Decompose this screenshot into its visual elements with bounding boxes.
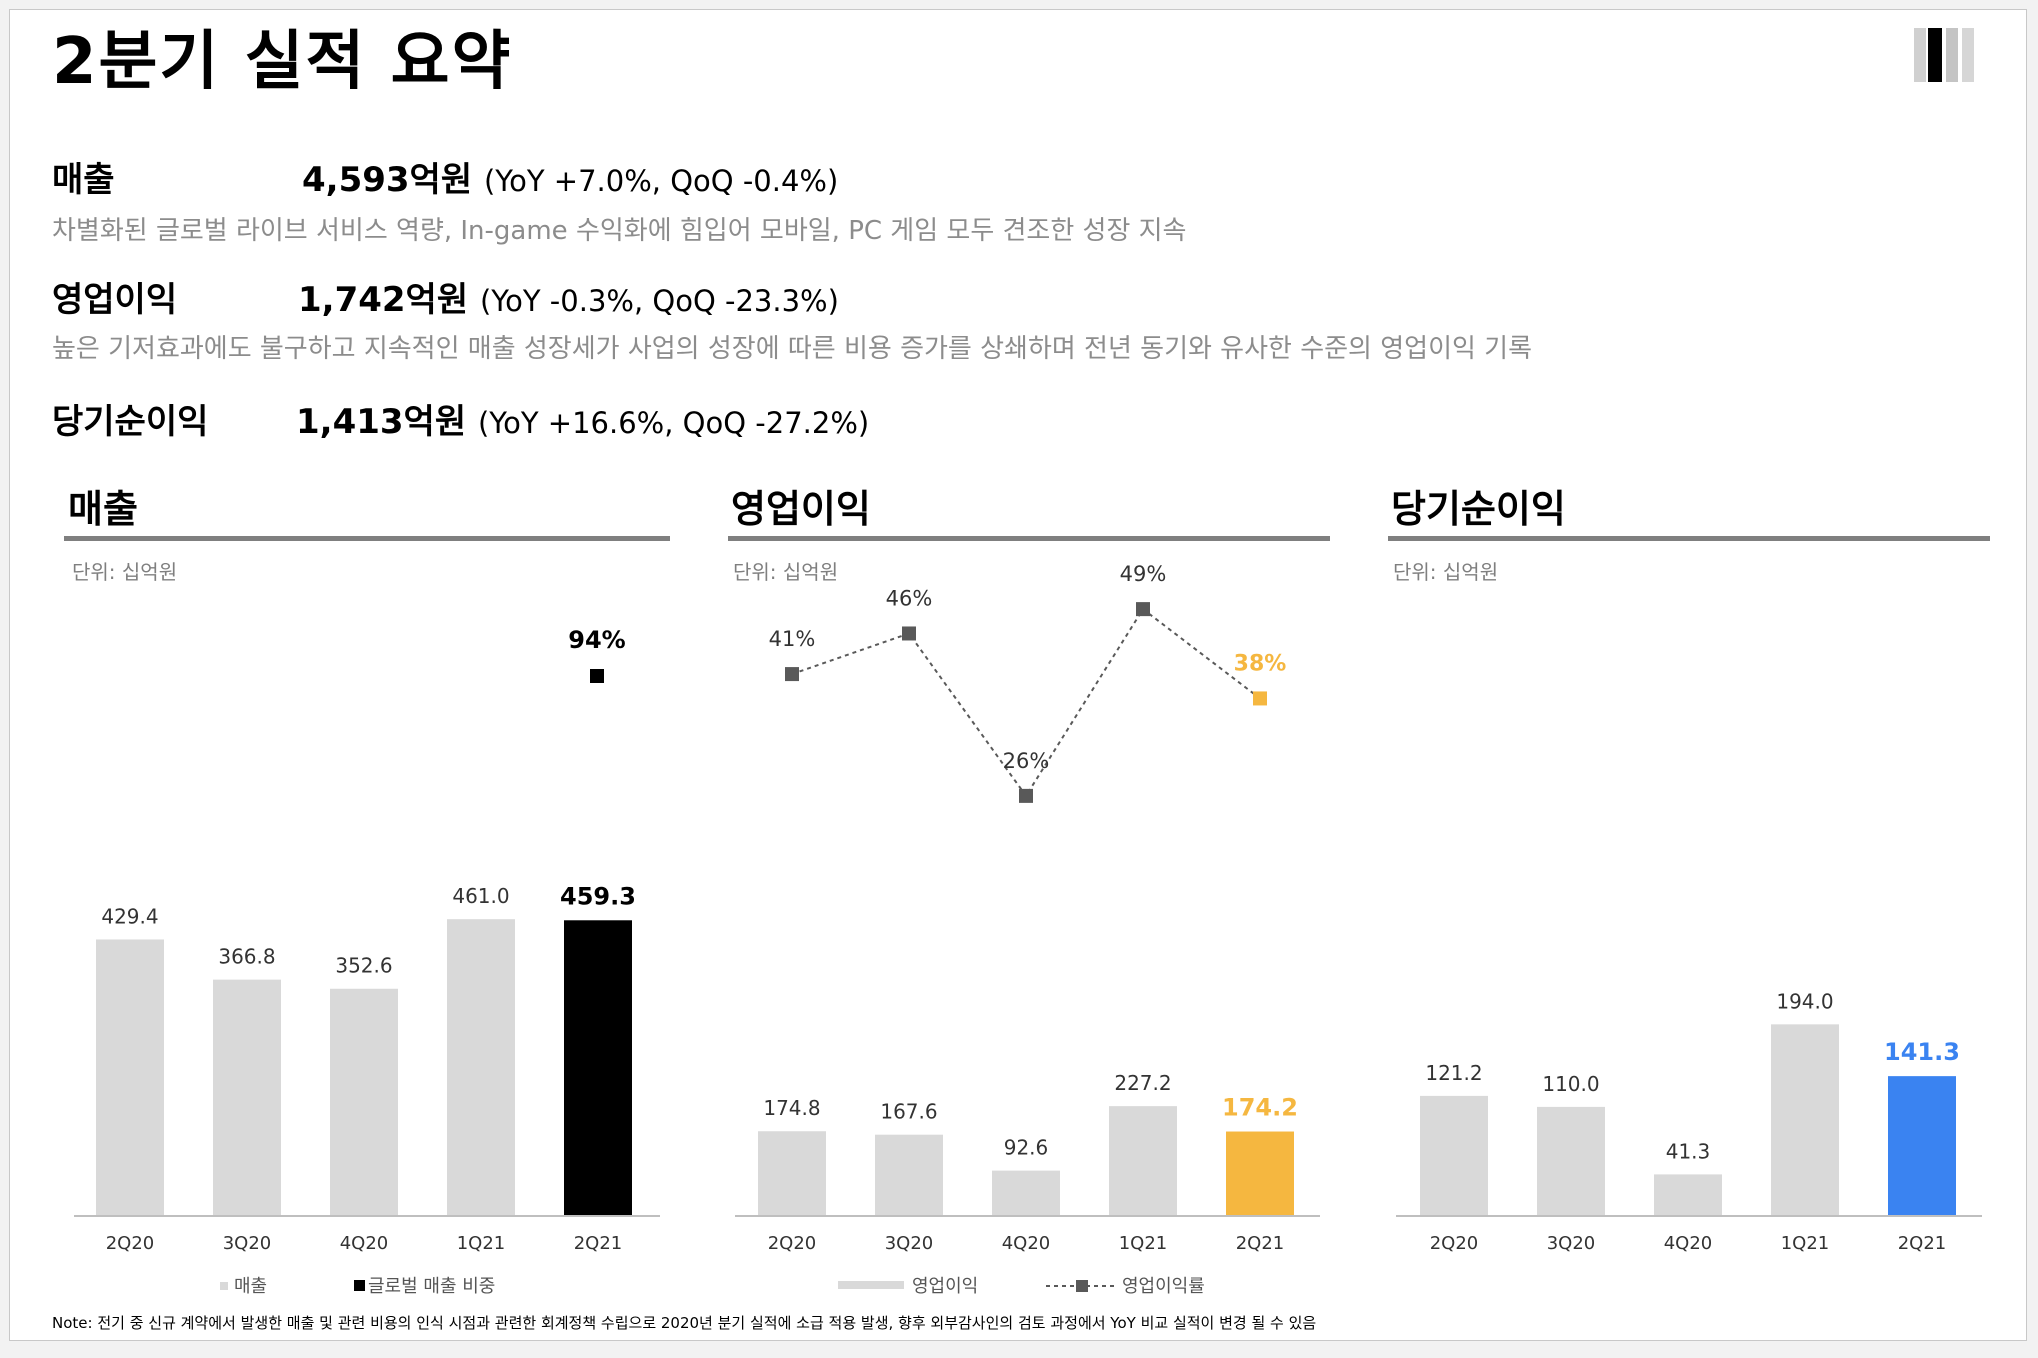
bar-2q21 [1226,1131,1294,1215]
summary-desc: 차별화된 글로벌 라이브 서비스 역량, In-game 수익화에 힘입어 모바… [52,216,1187,246]
tick-label: 2Q21 [574,1233,623,1254]
data-label: 92.6 [1004,1136,1049,1160]
panel-rule [728,536,1330,541]
tick-label: 2Q20 [1430,1233,1479,1254]
summary-change: (YoY +7.0%, QoQ -0.4%) [483,164,839,198]
legend-label: 영업이익 [912,1276,978,1297]
bar-2q20 [1420,1095,1488,1215]
data-label: 461.0 [452,884,509,908]
unit-label: 단위: 십억원 [733,560,839,584]
tick-label: 2Q20 [768,1233,817,1254]
data-label: 227.2 [1114,1071,1171,1095]
bar-1q21 [447,919,515,1215]
tick-label: 1Q21 [1781,1233,1830,1254]
page-title: 2분기 실적 요약 [52,25,513,99]
summary-label: 영업이익 [52,280,178,320]
bar-2q21 [564,920,632,1215]
legend-label: 매출 [234,1276,267,1297]
margin-label: 41% [769,627,816,651]
panel-title-operating-profit: 영업이익 [731,487,871,531]
tick-label: 3Q20 [1547,1233,1596,1254]
margin-marker [1253,691,1267,706]
data-label: 459.3 [560,882,636,910]
data-label: 429.4 [101,904,158,928]
legend-swatch-revenue [220,1282,228,1290]
data-label: 194.0 [1776,989,1833,1013]
global-ratio-label: 94% [568,626,625,654]
tick-label: 1Q21 [1119,1233,1168,1254]
margin-marker [1019,788,1033,803]
unit-label: 단위: 십억원 [72,560,178,584]
data-label: 110.0 [1542,1072,1599,1096]
margin-label: 26% [1003,749,1050,773]
bar-4q20 [1654,1174,1722,1215]
panel-rule [64,536,670,541]
data-label: 41.3 [1666,1139,1711,1163]
bar-3q20 [1537,1106,1605,1215]
margin-marker [785,667,799,682]
company-logo [1914,28,1984,82]
tick-label: 2Q20 [106,1233,155,1254]
bar-4q20 [992,1170,1060,1215]
summary-change: (YoY -0.3%, QoQ -23.3%) [479,284,839,318]
tick-label: 3Q20 [885,1233,934,1254]
tick-label: 3Q20 [223,1233,272,1254]
data-label: 121.2 [1425,1061,1482,1085]
bar-3q20 [875,1134,943,1215]
summary-value: 1,413억원 [296,402,467,442]
margin-label: 38% [1234,651,1287,676]
bar-3q20 [213,979,281,1215]
panel-title-net-income: 당기순이익 [1391,487,1566,531]
bar-2q20 [758,1131,826,1215]
margin-label: 49% [1120,562,1167,586]
panel-rule [1388,536,1990,541]
tick-label: 2Q21 [1236,1233,1285,1254]
legend-swatch-global [354,1280,365,1291]
margin-label: 46% [886,586,933,610]
data-label: 141.3 [1884,1038,1960,1066]
summary-label: 매출 [52,160,115,200]
panel-title-revenue: 매출 [68,487,138,531]
tick-label: 2Q21 [1898,1233,1947,1254]
data-label: 352.6 [335,954,392,978]
tick-label: 4Q20 [340,1233,389,1254]
summary-change: (YoY +16.6%, QoQ -27.2%) [477,406,870,440]
margin-marker [902,626,916,641]
bar-2q21 [1888,1076,1956,1215]
legend-label: 글로벌 매출 비중 [368,1276,495,1297]
legend-swatch-operating-profit [838,1281,904,1289]
global-ratio-marker [590,669,604,683]
bar-1q21 [1109,1106,1177,1215]
data-label: 174.8 [763,1096,820,1120]
legend-label: 영업이익률 [1122,1276,1205,1297]
bar-4q20 [330,988,398,1215]
margin-line [791,607,1261,798]
data-label: 167.6 [880,1100,937,1124]
tick-label: 4Q20 [1664,1233,1713,1254]
bar-1q21 [1771,1024,1839,1215]
bar-2q20 [96,939,164,1215]
tick-label: 1Q21 [457,1233,506,1254]
data-label: 366.8 [218,945,275,969]
unit-label: 단위: 십억원 [1393,560,1499,584]
footnote: Note: 전기 중 신규 계약에서 발생한 매출 및 관련 비용의 인식 시점… [52,1314,1317,1332]
summary-label: 당기순이익 [52,402,209,442]
tick-label: 4Q20 [1002,1233,1051,1254]
summary-desc: 높은 기저효과에도 불구하고 지속적인 매출 성장세가 사업의 성장에 따른 비… [52,334,1533,364]
legend-marker-margin [1076,1280,1088,1292]
data-label: 174.2 [1222,1094,1298,1122]
summary-value: 4,593억원 [302,160,473,200]
summary-value: 1,742억원 [298,280,469,320]
margin-marker [1136,602,1150,617]
